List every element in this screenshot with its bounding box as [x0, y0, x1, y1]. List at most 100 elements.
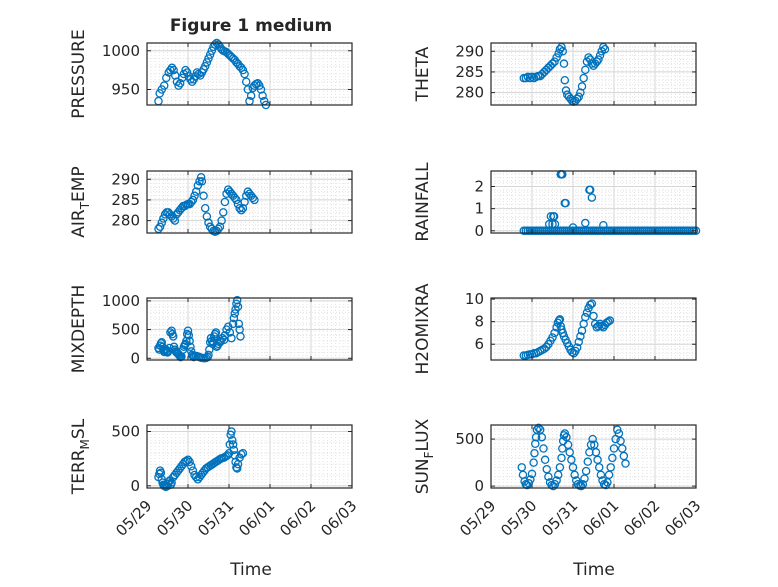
data-point: [594, 463, 604, 472]
data-point: [229, 313, 239, 323]
data-point: [191, 472, 201, 482]
data-point: [246, 91, 256, 100]
data-point: [170, 216, 180, 225]
x-tick-label: 06/02: [276, 497, 319, 540]
data-point: [157, 218, 167, 227]
data-point: [159, 81, 169, 90]
subplot-h2omixra: 6 8 10 H2OMIXRA: [413, 283, 697, 375]
x-tick-label: 05/29: [112, 497, 155, 540]
data-point: [238, 448, 248, 458]
data-point: [228, 435, 237, 445]
x-axis-label-right: Time: [572, 560, 615, 580]
data-point: [537, 432, 547, 442]
data-point: [572, 343, 582, 352]
data-point: [574, 92, 583, 101]
data-point: [236, 332, 245, 341]
data-point: [204, 350, 213, 360]
data-point: [552, 476, 561, 485]
y-tick-label: 280: [455, 84, 484, 102]
data-point: [565, 448, 574, 457]
axes-box: [490, 297, 697, 361]
data-point: [232, 296, 242, 305]
subplot-mixdepth: 0 500 1000 MIXDEPTH: [69, 285, 353, 373]
x-axis-label-left: Time: [229, 560, 272, 580]
y-tick-label: 2: [474, 178, 484, 196]
data-point: [174, 350, 184, 360]
data-point: [183, 326, 193, 335]
axes-box: [146, 170, 353, 234]
data-point: [535, 425, 545, 434]
y-tick-label: 285: [111, 191, 140, 209]
data-point: [205, 337, 215, 347]
data-point: [603, 478, 612, 487]
data-point: [168, 332, 178, 341]
subplot-terr-msl: 0 500 TERRMSL 05/2905/3005/3106/0106/0206/0…: [69, 418, 360, 540]
data-point: [220, 197, 230, 207]
data-point: [576, 481, 586, 491]
data-point: [174, 81, 183, 90]
data-point: [555, 463, 565, 472]
data-point: [532, 425, 542, 434]
data-point: [228, 319, 238, 329]
subplot-rainfall: 0 1 2 RAINFALL: [413, 162, 701, 242]
data-point: [553, 470, 563, 480]
data-point: [580, 474, 589, 483]
data-point: [550, 57, 559, 66]
y-tick-label: 0: [474, 477, 484, 495]
data-point: [552, 53, 561, 62]
data-point: [215, 222, 225, 232]
data-series: [154, 296, 245, 363]
data-point: [581, 312, 590, 322]
data-point: [526, 475, 535, 484]
data-point: [587, 59, 597, 68]
data-point: [187, 462, 196, 471]
y-tick-label: 280: [111, 212, 140, 230]
data-point: [232, 195, 241, 205]
x-tick-label: 06/01: [579, 497, 622, 540]
data-point: [228, 440, 238, 449]
data-point: [587, 193, 597, 202]
data-point: [237, 450, 246, 459]
y-tick-label: 1: [474, 200, 484, 218]
data-point: [550, 219, 560, 229]
data-point: [548, 59, 557, 68]
y-tick-label: 500: [455, 430, 484, 448]
axes-box: [490, 170, 697, 234]
data-point: [581, 218, 590, 228]
data-series: [517, 423, 630, 491]
x-tick-label: 05/30: [497, 497, 540, 540]
data-point: [166, 65, 175, 75]
data-point: [250, 195, 259, 205]
data-point: [567, 455, 576, 465]
data-point: [227, 333, 236, 343]
data-point: [230, 309, 239, 318]
data-point: [574, 337, 583, 347]
data-series: [154, 38, 271, 110]
data-point: [560, 75, 570, 85]
data-point: [563, 440, 573, 449]
data-point: [550, 328, 559, 338]
y-tick-label: 290: [111, 170, 140, 188]
data-point: [165, 343, 174, 353]
data-point: [238, 65, 248, 75]
data-point: [187, 350, 197, 360]
data-point: [596, 470, 606, 480]
y-axis-label: RAINFALL: [413, 162, 433, 242]
data-point: [241, 77, 251, 87]
data-point: [167, 63, 177, 73]
data-point: [539, 444, 548, 453]
subplot-sun-flux: 0 500 SUNFLUX 05/2905/3005/3106/0106/0206/0…: [413, 418, 704, 540]
data-point: [600, 44, 610, 54]
axes-box: [490, 42, 697, 106]
data-point: [155, 469, 164, 479]
data-point: [594, 55, 603, 64]
data-point: [587, 299, 597, 308]
data-point: [546, 212, 556, 221]
y-tick-label: 950: [111, 81, 140, 99]
data-point: [232, 464, 242, 473]
data-point: [155, 222, 165, 232]
y-axis-label: H2OMIXRA: [413, 283, 433, 374]
subplot-air-temp: 280 285 290 AIRTEMP: [69, 166, 353, 238]
data-point: [582, 308, 592, 317]
data-point: [162, 73, 171, 83]
